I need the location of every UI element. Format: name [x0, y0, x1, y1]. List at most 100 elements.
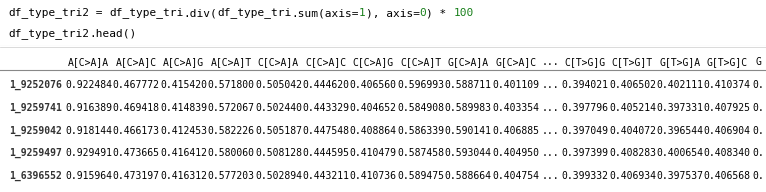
Text: 0.406885: 0.406885	[492, 126, 539, 136]
Text: 0.467772: 0.467772	[113, 80, 159, 90]
Text: 0.408340: 0.408340	[704, 148, 751, 158]
Text: 0.: 0.	[753, 148, 764, 158]
Text: C[C>A]T: C[C>A]T	[400, 57, 441, 67]
Text: 0.408283: 0.408283	[609, 148, 656, 158]
Text: .head(): .head()	[89, 29, 136, 39]
Text: 0.584908: 0.584908	[398, 103, 444, 113]
Text: 1_9259497: 1_9259497	[9, 148, 62, 158]
Text: 0.397796: 0.397796	[561, 103, 608, 113]
Text: 0.407925: 0.407925	[704, 103, 751, 113]
Text: 0.: 0.	[753, 126, 764, 136]
Text: 1_9259042: 1_9259042	[9, 125, 62, 136]
Text: 0.: 0.	[753, 171, 764, 181]
Text: 0.396544: 0.396544	[656, 126, 703, 136]
Text: ), axis=: ), axis=	[365, 8, 420, 18]
Text: 0.473665: 0.473665	[113, 148, 159, 158]
Text: A[C>A]G: A[C>A]G	[163, 57, 204, 67]
Text: ...: ...	[542, 80, 559, 90]
Text: C[C>A]G: C[C>A]G	[352, 57, 394, 67]
Text: 0.505042: 0.505042	[255, 80, 302, 90]
Text: 0.397537: 0.397537	[656, 171, 703, 181]
Text: 0.589983: 0.589983	[444, 103, 492, 113]
Text: .div(: .div(	[184, 8, 218, 18]
Text: df_type_tri2: df_type_tri2	[8, 7, 89, 18]
Text: 0.586339: 0.586339	[398, 126, 444, 136]
Text: G[C>A]C: G[C>A]C	[495, 57, 536, 67]
Text: 0.444595: 0.444595	[303, 148, 349, 158]
Text: 0.406568: 0.406568	[704, 171, 751, 181]
Text: 0.469418: 0.469418	[113, 103, 159, 113]
Text: G: G	[755, 57, 761, 67]
Text: 0.922484: 0.922484	[65, 80, 112, 90]
Text: 0.402111: 0.402111	[656, 80, 703, 90]
Text: 0.403354: 0.403354	[492, 103, 539, 113]
Text: 0.929491: 0.929491	[65, 148, 112, 158]
Text: 1_9252076: 1_9252076	[9, 80, 62, 90]
Text: 0.505187: 0.505187	[255, 126, 302, 136]
Text: 0.415420: 0.415420	[160, 80, 207, 90]
Text: 0.: 0.	[753, 103, 764, 113]
Text: 0.410374: 0.410374	[704, 80, 751, 90]
Text: G[T>G]A: G[T>G]A	[660, 57, 700, 67]
Text: 0.397049: 0.397049	[561, 126, 608, 136]
Text: df_type_tri: df_type_tri	[218, 7, 292, 18]
Text: 0.416312: 0.416312	[160, 171, 207, 181]
Text: C[C>A]C: C[C>A]C	[306, 57, 346, 67]
Text: 0.401109: 0.401109	[492, 80, 539, 90]
Text: 1_6396552: 1_6396552	[9, 170, 62, 181]
Text: A[C>A]A: A[C>A]A	[68, 57, 110, 67]
Text: 0.590141: 0.590141	[444, 126, 492, 136]
Text: G[T>G]C: G[T>G]C	[707, 57, 748, 67]
Text: ) *: ) *	[427, 8, 453, 18]
Text: 0.587458: 0.587458	[398, 148, 444, 158]
Text: 0.447548: 0.447548	[303, 126, 349, 136]
Text: 0.399332: 0.399332	[561, 171, 608, 181]
Text: 0.918144: 0.918144	[65, 126, 112, 136]
Text: 0.508128: 0.508128	[255, 148, 302, 158]
Text: 0.588664: 0.588664	[444, 171, 492, 181]
Text: 0.404950: 0.404950	[492, 148, 539, 158]
Text: 0.404652: 0.404652	[350, 103, 397, 113]
Text: 0.408864: 0.408864	[350, 126, 397, 136]
Text: 0.443329: 0.443329	[303, 103, 349, 113]
Text: df_type_tri2: df_type_tri2	[8, 29, 89, 39]
Text: 0.916389: 0.916389	[65, 103, 112, 113]
Text: G[C>A]A: G[C>A]A	[447, 57, 489, 67]
Text: 0.410736: 0.410736	[350, 171, 397, 181]
Text: 0.502440: 0.502440	[255, 103, 302, 113]
Text: 0.406560: 0.406560	[350, 80, 397, 90]
Text: 0.593044: 0.593044	[444, 148, 492, 158]
Text: 0.596993: 0.596993	[398, 80, 444, 90]
Text: 0.394021: 0.394021	[561, 80, 608, 90]
Text: ...: ...	[542, 171, 559, 181]
Text: 0.400654: 0.400654	[656, 148, 703, 158]
Text: A[C>A]C: A[C>A]C	[116, 57, 157, 67]
Text: 0: 0	[420, 8, 427, 18]
Text: ...: ...	[542, 148, 559, 158]
Text: 0.443211: 0.443211	[303, 171, 349, 181]
Text: 0.915964: 0.915964	[65, 171, 112, 181]
Text: 0.414839: 0.414839	[160, 103, 207, 113]
Text: 0.589475: 0.589475	[398, 171, 444, 181]
Text: 0.571800: 0.571800	[208, 80, 254, 90]
Text: .sum(axis=: .sum(axis=	[292, 8, 359, 18]
Text: 0.466173: 0.466173	[113, 126, 159, 136]
Text: 0.572067: 0.572067	[208, 103, 254, 113]
Text: ...: ...	[542, 57, 559, 67]
Text: 0.412453: 0.412453	[160, 126, 207, 136]
Text: 0.: 0.	[753, 80, 764, 90]
Text: C[T>G]T: C[T>G]T	[612, 57, 653, 67]
Text: 100: 100	[453, 8, 473, 18]
Text: 0.410479: 0.410479	[350, 148, 397, 158]
Text: 0.416412: 0.416412	[160, 148, 207, 158]
Text: 1: 1	[359, 8, 365, 18]
Text: =: =	[89, 8, 110, 18]
Text: ...: ...	[542, 103, 559, 113]
Text: 0.406934: 0.406934	[609, 171, 656, 181]
Text: ...: ...	[542, 126, 559, 136]
Text: df_type_tri: df_type_tri	[110, 7, 184, 18]
Text: 0.444620: 0.444620	[303, 80, 349, 90]
Text: 0.582226: 0.582226	[208, 126, 254, 136]
Text: 0.406502: 0.406502	[609, 80, 656, 90]
Text: 0.580060: 0.580060	[208, 148, 254, 158]
